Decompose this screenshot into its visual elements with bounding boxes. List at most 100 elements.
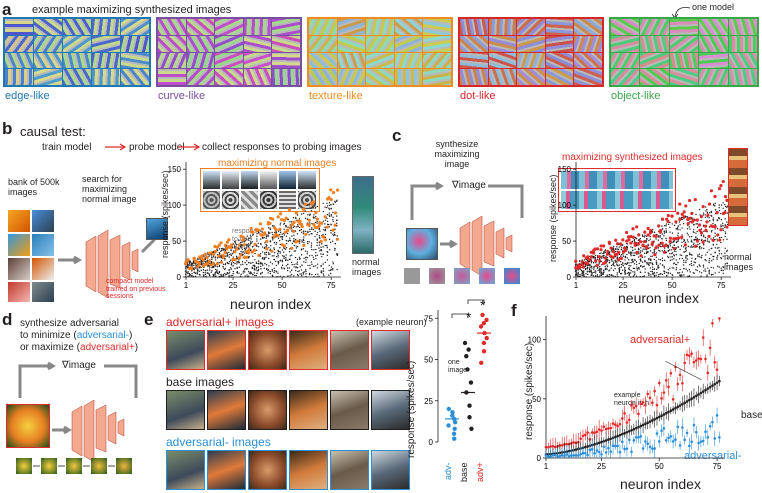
maximizing-point	[693, 198, 697, 202]
normal-point	[659, 250, 661, 252]
normal-point	[630, 261, 632, 264]
compact-model-label: compact model trained on previous sessio…	[106, 278, 166, 301]
adversarial-line3: or maximize (adversarial+)	[20, 342, 139, 353]
normal-point	[633, 263, 636, 265]
maximizing-point	[676, 236, 681, 240]
normal-point	[326, 205, 329, 207]
normal-point	[644, 271, 646, 273]
maximizing-point	[271, 217, 275, 221]
normal-point	[207, 253, 209, 256]
normal-point	[273, 269, 276, 272]
normal-point	[250, 249, 252, 251]
normal-point	[710, 238, 712, 240]
normal-point	[289, 224, 292, 226]
x-tick-label: 75	[713, 462, 722, 471]
maximizing-point	[586, 261, 590, 266]
normal-point	[260, 268, 262, 270]
normal-point	[706, 238, 709, 240]
normal-point	[289, 271, 291, 273]
normal-point	[608, 275, 610, 278]
normal-point	[624, 259, 626, 261]
normal-point	[639, 250, 642, 252]
normal-point	[599, 269, 601, 272]
normal-point	[204, 273, 207, 276]
normal-point	[709, 212, 711, 214]
normal-point	[590, 265, 593, 268]
normal-point	[635, 263, 638, 266]
mean-point	[570, 454, 573, 457]
normal-point	[591, 273, 593, 275]
synth-row	[561, 191, 673, 209]
category-frame	[156, 17, 302, 87]
normal-point	[594, 254, 597, 257]
normal-point	[644, 268, 646, 270]
normal-point	[217, 257, 219, 259]
normal-point	[699, 245, 701, 248]
normal-point	[193, 268, 195, 271]
maximizing-point	[311, 200, 316, 204]
maximizing-point	[217, 243, 221, 247]
normal-point	[210, 254, 213, 256]
normal-point	[710, 214, 712, 217]
normal-point	[638, 253, 640, 255]
normal-point	[324, 206, 326, 208]
maximizing-point	[660, 241, 664, 245]
mean-point	[718, 379, 721, 383]
normal-point	[277, 251, 279, 253]
normal-point	[269, 240, 272, 243]
normal-point	[704, 268, 706, 270]
normal-point	[704, 214, 706, 216]
normal-point	[632, 249, 634, 252]
maximizing-point	[190, 267, 194, 271]
chart-c-xlabel: neuron index	[618, 290, 699, 306]
normal-point	[725, 250, 728, 253]
normal-point	[300, 213, 303, 215]
maximizing-point	[268, 221, 272, 226]
normal-point	[324, 230, 326, 232]
normal-point	[328, 202, 331, 204]
normal-point	[298, 242, 301, 244]
normal-point	[673, 262, 676, 264]
normal-point	[698, 242, 701, 245]
normal-point	[657, 266, 659, 268]
normal-point	[228, 260, 231, 263]
maximizing-point	[680, 235, 684, 239]
synthesized-tile	[573, 51, 602, 70]
maximizing-point	[629, 241, 633, 245]
normal-point	[706, 231, 708, 233]
normal-point	[205, 261, 207, 264]
normal-point	[293, 244, 295, 247]
normal-point	[222, 267, 225, 269]
example-thumb	[371, 450, 410, 490]
normal-point	[302, 232, 305, 235]
normal-point	[711, 260, 713, 262]
normal-point	[606, 260, 608, 263]
normal-point	[603, 271, 605, 273]
normal-point	[718, 204, 720, 206]
normal-point	[699, 248, 701, 250]
synthesized-tile	[365, 51, 395, 70]
maximizing-point	[265, 239, 269, 243]
normal-point	[287, 219, 289, 221]
normal-point	[590, 260, 593, 263]
normal-point	[722, 239, 725, 241]
normal-point	[653, 268, 656, 270]
mean-point	[627, 429, 631, 433]
normal-point	[320, 270, 323, 272]
normal-point	[714, 202, 716, 205]
category-frame	[307, 17, 453, 87]
normal-point	[281, 255, 284, 257]
maximizing-point	[241, 235, 245, 239]
normal-point	[286, 232, 289, 235]
normal-point	[691, 257, 693, 259]
normal-point	[583, 270, 585, 272]
normal-point	[672, 241, 675, 243]
mean-point	[706, 436, 710, 439]
normal-point	[649, 246, 651, 249]
normal-point	[661, 237, 663, 240]
maximizing-point	[219, 260, 224, 264]
normal-point	[315, 215, 317, 218]
normal-point	[230, 274, 232, 277]
normal-point	[659, 245, 662, 248]
normal-point	[236, 263, 238, 265]
